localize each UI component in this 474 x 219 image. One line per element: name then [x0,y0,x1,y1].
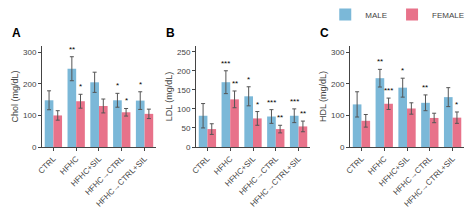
svg-text:HFHC→CTRL: HFHC→CTRL [83,154,126,197]
svg-text:CTRL: CTRL [191,154,213,176]
svg-text:C: C [320,26,329,40]
svg-text:0: 0 [32,143,37,152]
svg-text:100: 100 [23,111,37,120]
svg-text:HFHC→CTRL+SIL: HFHC→CTRL+SIL [403,154,458,209]
svg-text:B: B [166,26,175,40]
svg-text:HFHC: HFHC [58,154,80,176]
svg-text:HFHC+SIL: HFHC+SIL [69,154,103,188]
svg-text:***: *** [384,86,393,95]
svg-text:HFHC+SIL: HFHC+SIL [377,154,411,188]
svg-text:HFHC→CTRL: HFHC→CTRL [238,154,281,197]
svg-text:*: * [79,82,82,91]
svg-text:150: 150 [177,86,191,95]
svg-text:LDL (mg/dL): LDL (mg/dL) [164,72,174,122]
svg-text:*: * [139,80,142,89]
svg-text:200: 200 [177,67,191,76]
svg-text:*: * [401,66,404,75]
svg-text:***: *** [290,97,299,106]
svg-text:200: 200 [331,80,345,89]
svg-text:300: 300 [331,48,345,57]
svg-text:**: ** [69,45,75,54]
svg-text:100: 100 [177,105,191,114]
svg-text:0: 0 [186,143,191,152]
svg-text:MALE: MALE [365,11,387,20]
svg-text:200: 200 [23,80,37,89]
svg-text:*: * [247,75,250,84]
svg-text:**: ** [277,113,283,122]
svg-text:**: ** [232,79,238,88]
svg-text:**: ** [422,83,428,92]
svg-text:*: * [256,100,259,109]
svg-text:**: ** [377,57,383,66]
svg-text:HFHC→CTRL+SIL: HFHC→CTRL+SIL [249,154,304,209]
svg-text:250: 250 [177,48,191,57]
svg-text:***: *** [221,59,230,68]
svg-text:HFHC: HFHC [212,154,234,176]
svg-text:CTRL: CTRL [36,154,58,176]
svg-text:HFHC→CTRL: HFHC→CTRL [392,154,435,197]
svg-text:***: *** [267,98,276,107]
svg-text:A: A [12,26,21,40]
svg-text:Chol (mg/dL): Chol (mg/dL) [10,70,20,122]
svg-text:HFHC→CTRL+SIL: HFHC→CTRL+SIL [94,154,149,209]
svg-text:*: * [125,96,128,105]
svg-text:100: 100 [331,111,345,120]
svg-text:HFHC+SIL: HFHC+SIL [223,154,257,188]
svg-text:FEMALE: FEMALE [432,11,464,20]
svg-text:HFHC: HFHC [366,154,388,176]
svg-text:50: 50 [182,124,191,133]
svg-text:CTRL: CTRL [345,154,367,176]
svg-text:300: 300 [23,48,37,57]
svg-text:**: ** [300,109,306,118]
svg-text:*: * [455,100,458,109]
svg-text:0: 0 [340,143,345,152]
svg-text:HDL (mg/dL): HDL (mg/dL) [318,71,328,122]
svg-text:*: * [116,81,119,90]
